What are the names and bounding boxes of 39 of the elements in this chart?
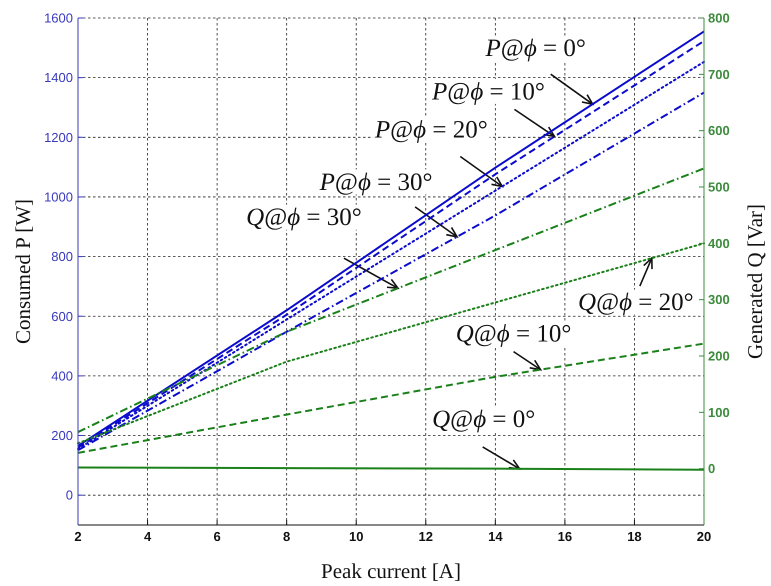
y2-tick-label: 400: [708, 236, 730, 251]
x-tick-label: 16: [558, 529, 572, 544]
y-tick-label: 1400: [44, 70, 73, 86]
y-tick-label: 200: [51, 428, 73, 444]
y2-tick-label: 100: [708, 404, 730, 420]
annotation: P@ϕ = 30°: [318, 168, 433, 196]
x-tick-label: 18: [627, 529, 642, 544]
x-tick-label: 4: [144, 529, 152, 544]
x-tick-label: 2: [74, 529, 82, 544]
x-tick-label: 12: [418, 529, 434, 544]
y-tick-label: 600: [51, 308, 73, 324]
y-tick-label: 800: [51, 249, 73, 264]
x-tick-label: 20: [696, 529, 712, 544]
y2-axis-title: Generated Q [Var]: [743, 204, 767, 360]
y2-tick-label: 300: [708, 292, 730, 308]
annotation: P@ϕ = 10°: [431, 78, 545, 105]
annotation: P@ϕ = 20°: [374, 116, 488, 144]
y-tick-label: 1600: [44, 10, 73, 26]
x-axis-title: Peak current [A]: [321, 559, 461, 583]
y2-tick-label: 500: [708, 180, 730, 195]
y2-tick-label: 200: [708, 348, 730, 364]
y2-tick-label: 700: [708, 66, 730, 82]
y-tick-label: 0: [66, 488, 73, 503]
y-axis-title: Consumed P [W]: [11, 198, 35, 344]
y2-tick-label: 0: [708, 461, 716, 476]
x-tick-label: 14: [488, 529, 504, 544]
annotation: Q@ϕ = 10°: [456, 320, 572, 348]
annotation: Q@ϕ = 20°: [578, 288, 694, 316]
annotation: Q@ϕ = 0°: [432, 405, 536, 432]
y-tick-label: 1000: [44, 189, 73, 204]
x-tick-label: 10: [348, 529, 364, 544]
y2-tick-label: 800: [708, 10, 730, 26]
y2-tick-label: 600: [708, 123, 730, 138]
y-tick-label: 1200: [44, 130, 73, 145]
annotation: P@ϕ = 0°: [484, 34, 586, 62]
y-tick-label: 400: [51, 368, 73, 384]
x-tick-label: 6: [213, 529, 221, 544]
annotation: Q@ϕ = 30°: [246, 204, 362, 231]
x-tick-label: 8: [283, 529, 290, 544]
